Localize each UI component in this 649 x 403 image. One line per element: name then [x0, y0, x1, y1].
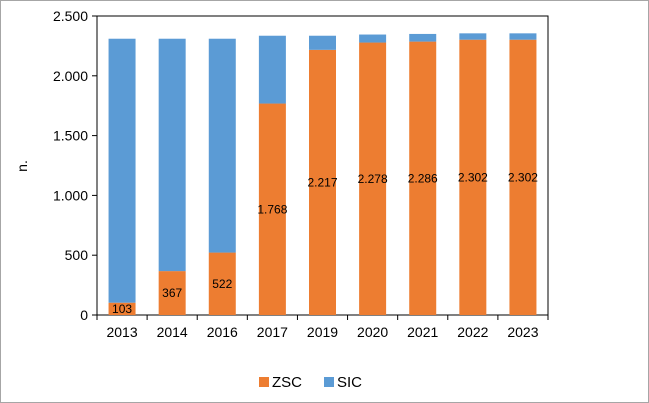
bar-zsc-2017 — [258, 103, 286, 315]
y-axis-title: n. — [14, 160, 30, 172]
bar-zsc-2021 — [409, 41, 437, 316]
bar-sic-2017 — [258, 35, 286, 104]
data-label-2021: 2.286 — [408, 171, 438, 185]
legend-swatch-zsc — [259, 377, 269, 387]
x-tick-label: 2023 — [507, 324, 538, 340]
legend-swatch-sic — [324, 377, 334, 387]
data-label-2014: 367 — [162, 286, 182, 300]
bar-zsc-2022 — [459, 39, 487, 316]
x-tick-label: 2014 — [157, 324, 188, 340]
data-label-2022: 2.302 — [458, 170, 488, 184]
bar-sic-2013 — [108, 38, 136, 303]
x-tick-label: 2013 — [106, 324, 137, 340]
data-label-2023: 2.302 — [508, 170, 538, 184]
bar-sic-2022 — [459, 33, 487, 40]
bar-zsc-2016 — [208, 252, 236, 315]
bar-zsc-2020 — [359, 42, 387, 315]
bar-sic-2019 — [309, 35, 336, 50]
legend-label-zsc: ZSC — [272, 374, 302, 391]
bar-sic-2016 — [208, 38, 236, 253]
data-label-2017: 1.768 — [257, 202, 287, 216]
bar-zsc-2019 — [309, 49, 336, 315]
bar-sic-2023 — [509, 33, 537, 40]
bar-zsc-2023 — [509, 39, 537, 316]
bars — [108, 33, 537, 316]
legend-label-sic: SIC — [337, 374, 362, 391]
x-tick-label: 2016 — [207, 324, 238, 340]
y-tick-label: 1.500 — [53, 128, 88, 144]
x-tick-label: 2019 — [307, 324, 338, 340]
y-tick-label: 2.000 — [53, 68, 88, 84]
legend: ZSC SIC — [259, 374, 362, 391]
data-labels: 103 367 522 1.768 2.217 2.278 2.286 2.302 2.302 — [112, 170, 538, 316]
bar-zsc-2013 — [108, 302, 136, 315]
x-axis: 2013 2014 2016 2017 2019 2020 2021 2022 2023 — [96, 315, 549, 340]
data-label-2013: 103 — [112, 302, 132, 316]
data-label-2016: 522 — [212, 277, 232, 291]
bar-sic-2021 — [409, 33, 437, 42]
x-tick-label: 2017 — [257, 324, 288, 340]
bar-sic-2014 — [158, 38, 186, 272]
y-axis: 0 500 1.000 1.500 2.000 2.500 — [53, 8, 97, 323]
x-tick-label: 2020 — [357, 324, 388, 340]
x-tick-label: 2022 — [457, 324, 488, 340]
y-tick-label: 2.500 — [53, 8, 88, 24]
data-label-2019: 2.217 — [307, 175, 337, 189]
bar-zsc-2014 — [158, 271, 186, 315]
bar-sic-2020 — [359, 34, 387, 43]
y-tick-label: 1.000 — [53, 187, 88, 203]
data-label-2020: 2.278 — [358, 172, 388, 186]
x-tick-label: 2021 — [407, 324, 438, 340]
y-tick-label: 500 — [65, 247, 89, 263]
y-tick-label: 0 — [80, 307, 88, 323]
